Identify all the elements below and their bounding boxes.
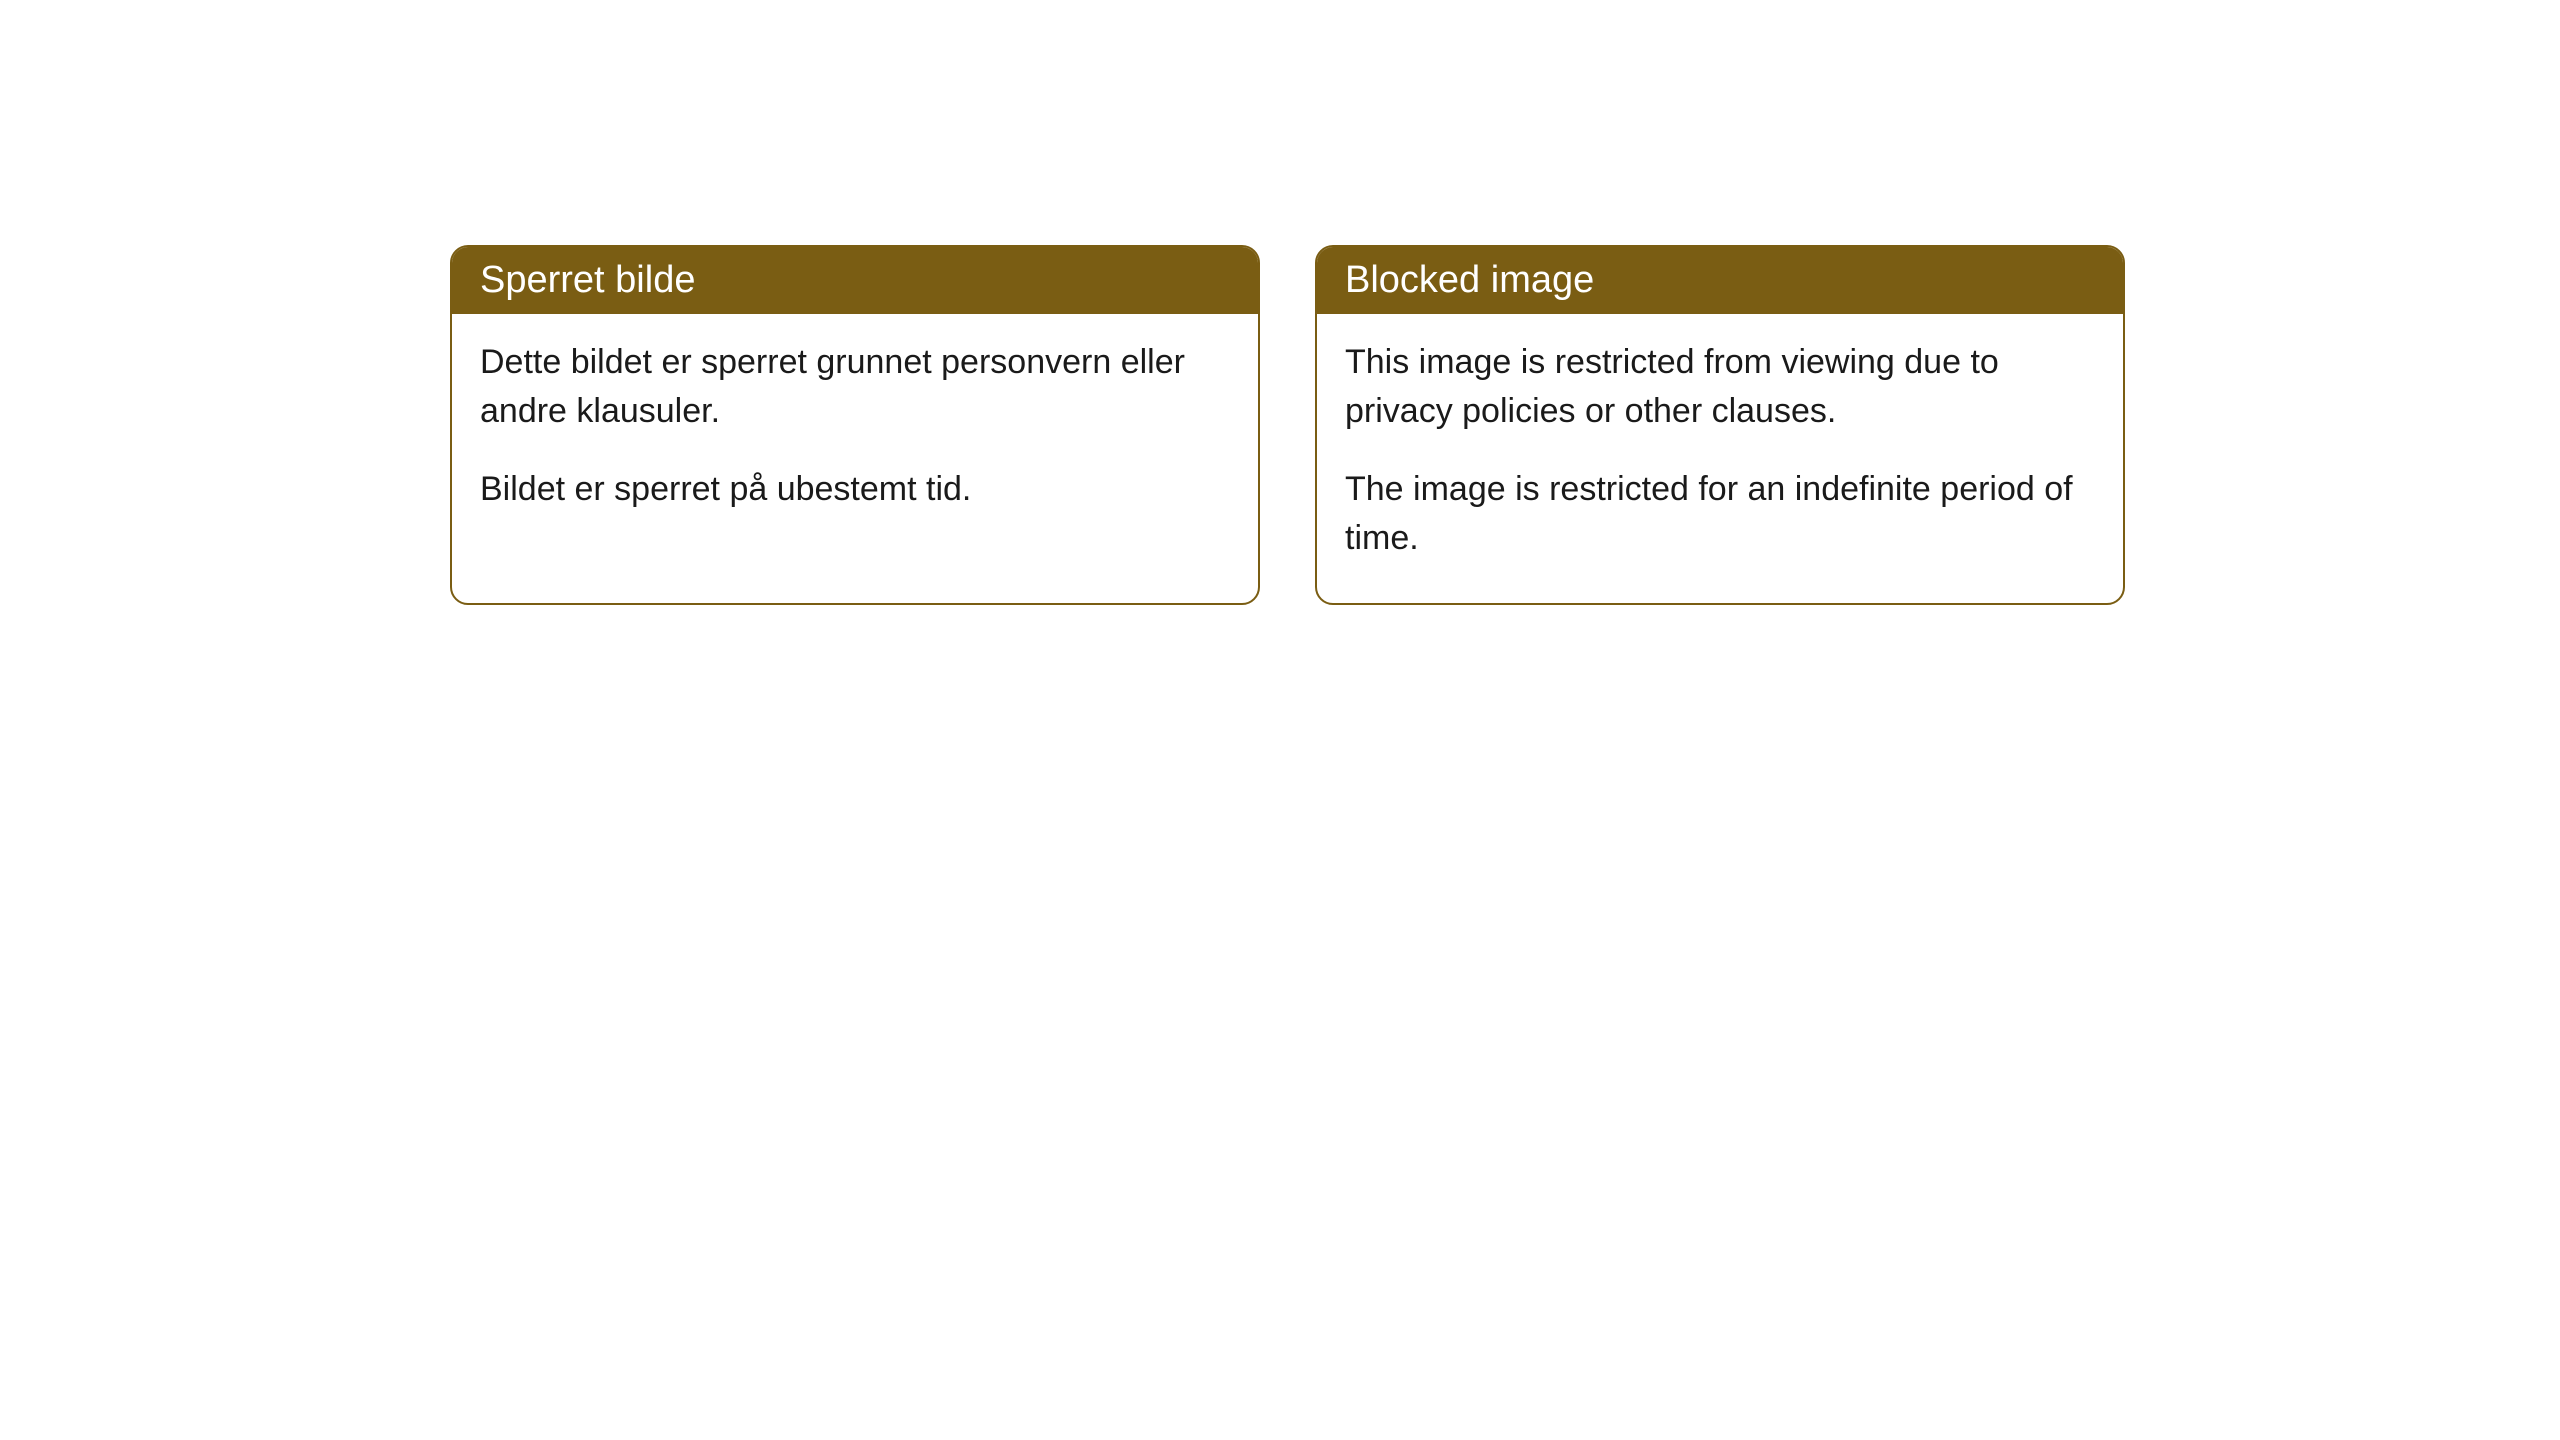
card-paragraph: This image is restricted from viewing du… bbox=[1345, 338, 2095, 437]
card-title: Blocked image bbox=[1345, 259, 1594, 301]
card-paragraph: Bildet er sperret på ubestemt tid. bbox=[480, 465, 1230, 514]
card-body-norwegian: Dette bildet er sperret grunnet personve… bbox=[452, 314, 1258, 554]
card-header-norwegian: Sperret bilde bbox=[452, 247, 1258, 314]
card-paragraph: The image is restricted for an indefinit… bbox=[1345, 465, 2095, 564]
card-title: Sperret bilde bbox=[480, 259, 695, 301]
blocked-image-card-english: Blocked image This image is restricted f… bbox=[1315, 245, 2125, 605]
info-cards-container: Sperret bilde Dette bildet er sperret gr… bbox=[450, 245, 2125, 605]
blocked-image-card-norwegian: Sperret bilde Dette bildet er sperret gr… bbox=[450, 245, 1260, 605]
card-body-english: This image is restricted from viewing du… bbox=[1317, 314, 2123, 603]
card-paragraph: Dette bildet er sperret grunnet personve… bbox=[480, 338, 1230, 437]
card-header-english: Blocked image bbox=[1317, 247, 2123, 314]
